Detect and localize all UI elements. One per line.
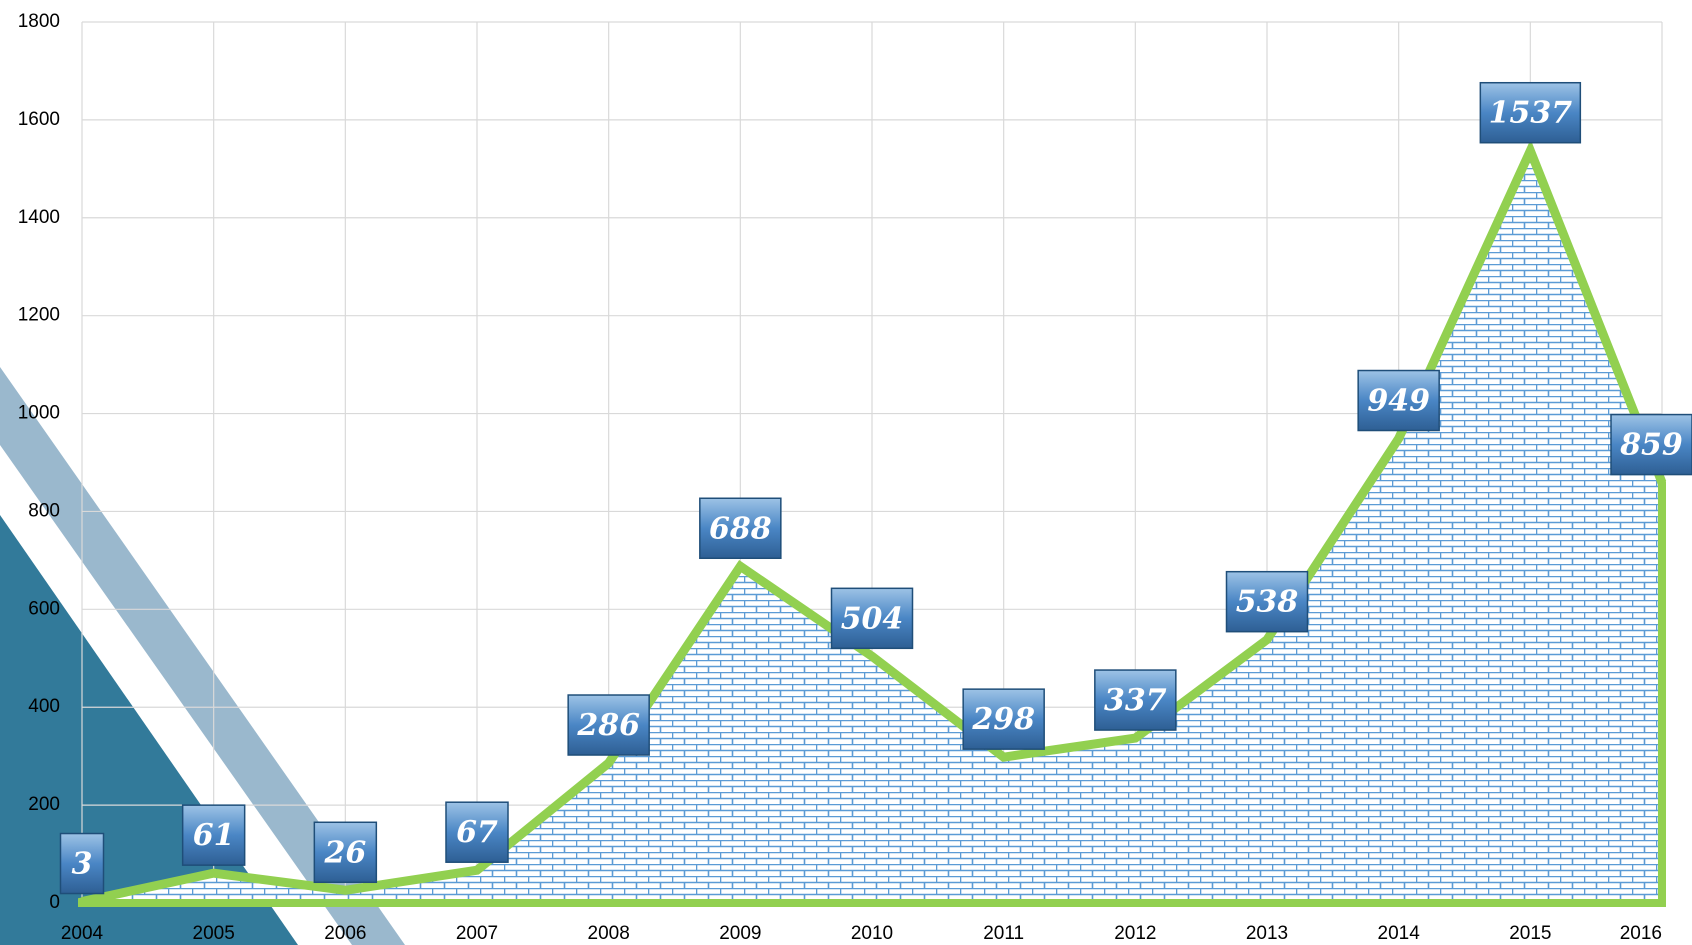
value-label: 688	[700, 498, 781, 558]
x-tick-label: 2016	[1620, 923, 1662, 944]
y-tick-label: 0	[49, 892, 60, 913]
y-tick-label: 800	[28, 500, 60, 521]
value-label: 26	[314, 822, 376, 882]
value-label: 298	[963, 689, 1044, 749]
value-label: 337	[1095, 670, 1176, 730]
data-label: 949	[1367, 384, 1430, 419]
y-tick-label: 1800	[18, 11, 60, 32]
value-label: 504	[832, 588, 913, 648]
data-label: 1537	[1489, 96, 1573, 131]
data-label: 688	[709, 511, 772, 546]
x-tick-label: 2012	[1114, 923, 1156, 944]
data-label: 286	[576, 708, 640, 743]
x-tick-label: 2013	[1246, 923, 1288, 944]
y-tick-label: 1600	[18, 109, 60, 130]
value-label: 61	[183, 805, 245, 865]
value-label: 67	[446, 802, 508, 862]
data-label: 337	[1104, 683, 1167, 718]
value-label: 538	[1227, 572, 1308, 632]
y-tick-label: 600	[28, 598, 60, 619]
value-label: 286	[568, 695, 649, 755]
x-tick-label: 2009	[719, 923, 761, 944]
y-tick-label: 400	[28, 696, 60, 717]
x-tick-label: 2010	[851, 923, 893, 944]
y-tick-label: 1400	[18, 207, 60, 228]
value-label: 949	[1358, 371, 1439, 431]
data-label: 61	[193, 818, 235, 853]
chart: 0 200 400 600 800 1000 1200 1400 1600 1800 2004 200…	[0, 0, 1692, 945]
data-label: 859	[1619, 428, 1683, 463]
x-tick-label: 2015	[1509, 923, 1551, 944]
data-label: 538	[1236, 585, 1299, 620]
x-tick-label: 2008	[588, 923, 630, 944]
data-label: 298	[971, 702, 1035, 737]
value-label: 859	[1611, 415, 1692, 475]
data-label: 26	[323, 835, 366, 870]
x-tick-label: 2007	[456, 923, 498, 944]
value-label: 3	[61, 834, 104, 894]
y-tick-label: 1200	[18, 305, 60, 326]
x-tick-label: 2004	[61, 923, 104, 944]
data-label: 504	[841, 601, 904, 636]
y-tick-label: 200	[28, 794, 60, 815]
data-label: 67	[456, 815, 498, 850]
value-label: 1537	[1480, 83, 1580, 143]
x-tick-label: 2011	[983, 923, 1024, 944]
y-tick-label: 1000	[18, 403, 60, 424]
x-tick-label: 2014	[1378, 923, 1421, 944]
x-tick-label: 2005	[193, 923, 235, 944]
data-label: 3	[72, 847, 93, 882]
x-tick-label: 2006	[324, 923, 366, 944]
